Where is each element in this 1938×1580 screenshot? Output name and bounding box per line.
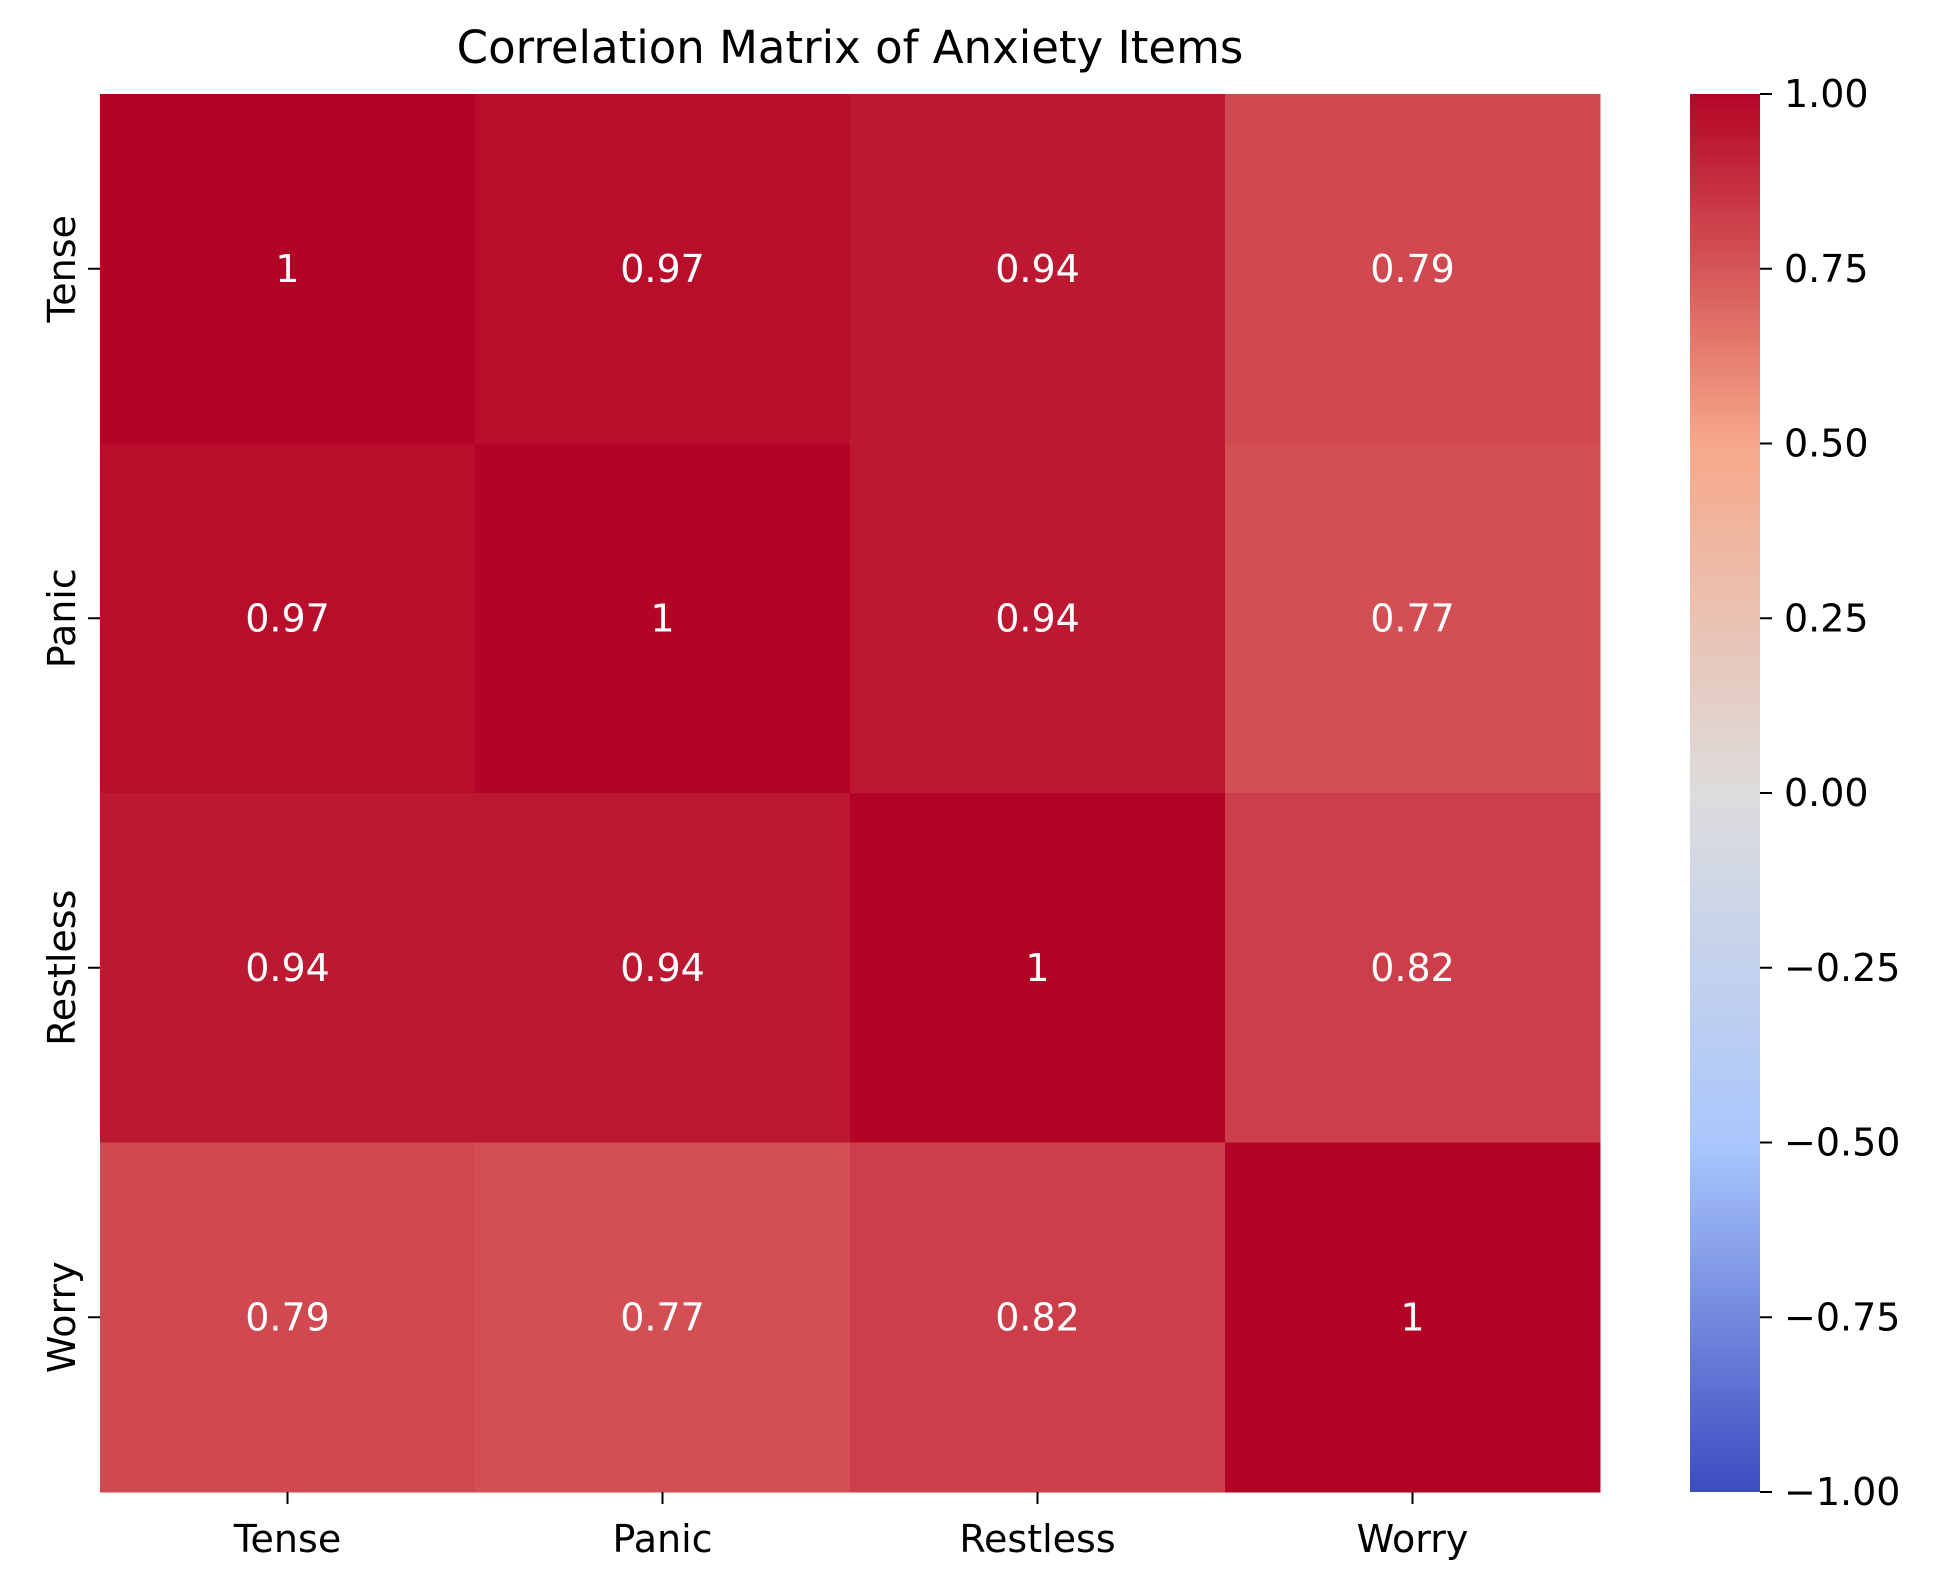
heatmap-cell <box>850 1142 1226 1493</box>
colorbar-tick-label: −0.50 <box>1784 1121 1900 1165</box>
heatmap-cell <box>475 1142 851 1493</box>
colorbar-ticks: 1.00 0.75 0.50 0.25 0.00 −0.25 −0.50 −0.75 −1.00 <box>1760 72 1900 1514</box>
cell-annotation: 1 <box>275 247 299 291</box>
cell-annotation: 0.79 <box>1370 247 1455 291</box>
heatmap-cells <box>100 94 1601 1493</box>
heatmap-cell <box>475 793 851 1143</box>
heatmap-cell <box>1225 793 1601 1143</box>
y-tick-label: Worry <box>40 1261 84 1373</box>
heatmap-cell <box>475 443 851 794</box>
colorbar <box>1690 94 1760 1492</box>
heatmap-cell <box>1225 94 1601 444</box>
cell-annotation: 0.77 <box>1370 596 1455 640</box>
heatmap-cell <box>1225 1142 1601 1493</box>
cell-annotation: 1 <box>1400 1295 1424 1339</box>
x-tick-label: Worry <box>1357 1517 1469 1561</box>
cell-annotation: 0.79 <box>245 1295 330 1339</box>
colorbar-tick-label: −0.75 <box>1784 1295 1900 1339</box>
colorbar-tick-label: 0.75 <box>1784 247 1869 291</box>
heatmap-cell <box>100 1142 476 1493</box>
cell-annotation: 0.82 <box>995 1295 1080 1339</box>
heatmap-cell <box>850 443 1226 794</box>
heatmap-cell <box>100 94 476 444</box>
cell-annotation: 1 <box>650 596 674 640</box>
cell-annotation: 1 <box>1025 946 1049 990</box>
heatmap-cell <box>1225 443 1601 794</box>
colorbar-tick-label: −0.25 <box>1784 946 1900 990</box>
heatmap-cell <box>850 94 1226 444</box>
cell-annotation: 0.97 <box>245 596 330 640</box>
heatmap-cell <box>475 94 851 444</box>
y-tick-label: Panic <box>40 568 84 668</box>
colorbar-tick-label: 0.50 <box>1784 422 1869 466</box>
x-axis: Tense Panic Restless Worry <box>233 1492 1469 1561</box>
cell-annotation: 0.77 <box>620 1295 705 1339</box>
heatmap-cell <box>850 793 1226 1143</box>
chart-title: Correlation Matrix of Anxiety Items <box>457 21 1244 74</box>
cell-annotation: 0.94 <box>995 596 1080 640</box>
y-tick-label: Restless <box>40 890 84 1046</box>
colorbar-tick-label: 0.25 <box>1784 596 1869 640</box>
heatmap-cell <box>100 443 476 794</box>
heatmap-annotations: 1 0.97 0.94 0.79 0.97 1 0.94 0.77 0.94 0.94 1 0.82 0… <box>245 247 1455 1340</box>
y-tick-label: Tense <box>40 215 84 323</box>
cell-annotation: 0.94 <box>995 247 1080 291</box>
cell-annotation: 0.94 <box>245 946 330 990</box>
cell-annotation: 0.82 <box>1370 946 1455 990</box>
x-tick-label: Restless <box>959 1517 1115 1561</box>
y-axis: Tense Panic Restless Worry <box>40 215 100 1373</box>
heatmap-cell <box>100 793 476 1143</box>
cell-annotation: 0.94 <box>620 946 705 990</box>
colorbar-tick-label: 1.00 <box>1784 72 1869 116</box>
x-tick-label: Tense <box>233 1517 341 1561</box>
cell-annotation: 0.97 <box>620 247 705 291</box>
colorbar-tick-label: 0.00 <box>1784 771 1869 815</box>
colorbar-gradient <box>1690 94 1760 1492</box>
x-tick-label: Panic <box>612 1517 712 1561</box>
colorbar-tick-label: −1.00 <box>1784 1470 1900 1514</box>
